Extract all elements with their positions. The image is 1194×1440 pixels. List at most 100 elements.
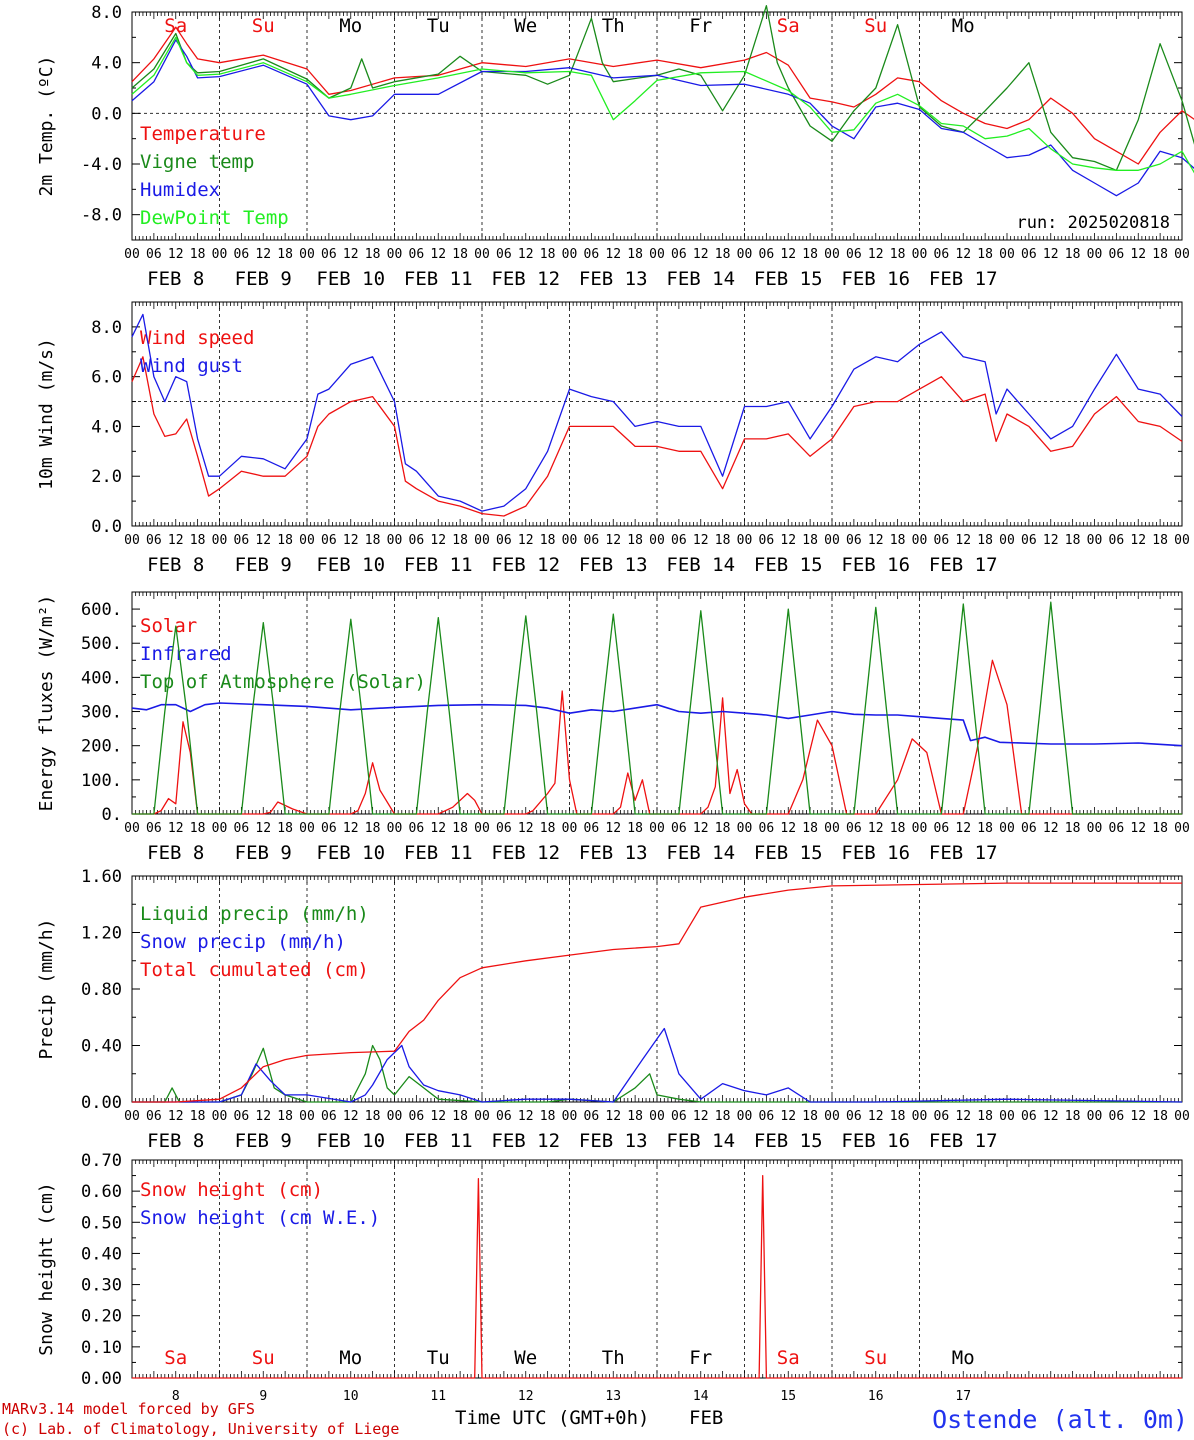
hour-tick-label: 00 [1087, 247, 1103, 262]
date-label: FEB 11 [404, 1130, 473, 1152]
hour-tick-label: 06 [759, 533, 775, 548]
hour-tick-label: 18 [715, 1109, 731, 1124]
hour-tick-label: 06 [234, 533, 250, 548]
legend-entry: Wind speed [140, 327, 254, 349]
hour-tick-label: 06 [584, 1109, 600, 1124]
date-label: FEB 15 [754, 1130, 823, 1152]
hour-tick-label: 12 [168, 821, 184, 836]
hour-tick-label: 12 [868, 821, 884, 836]
date-label: FEB 13 [579, 842, 648, 864]
hour-tick-label: 06 [584, 821, 600, 836]
footer-model-text: MARv3.14 model forced by GFS [2, 1400, 255, 1418]
hour-tick-label: 06 [146, 533, 162, 548]
day-number-label: 11 [430, 1389, 446, 1404]
hour-tick-label: 12 [955, 821, 971, 836]
y-tick-label: 1.60 [81, 867, 122, 887]
hour-tick-label: 12 [780, 821, 796, 836]
legend-entry: Snow precip (mm/h) [140, 931, 346, 953]
hour-tick-label: 12 [1043, 1109, 1059, 1124]
hour-tick-label: 06 [146, 821, 162, 836]
hour-tick-label: 18 [627, 1109, 643, 1124]
hour-tick-label: 00 [649, 1109, 665, 1124]
hour-tick-label: 06 [321, 247, 337, 262]
hour-tick-label: 18 [190, 533, 206, 548]
hour-tick-label: 18 [977, 1109, 993, 1124]
hour-tick-label: 00 [912, 1109, 928, 1124]
hour-tick-label: 00 [212, 247, 228, 262]
date-label: FEB 15 [754, 268, 823, 290]
date-label: FEB 16 [841, 1130, 910, 1152]
hour-tick-label: 06 [1021, 821, 1037, 836]
hour-tick-label: 18 [802, 821, 818, 836]
hour-tick-label: 18 [802, 247, 818, 262]
hour-tick-label: 18 [540, 1109, 556, 1124]
hour-tick-label: 12 [518, 821, 534, 836]
hour-tick-label: 18 [277, 247, 293, 262]
hour-tick-label: 18 [190, 247, 206, 262]
date-label: FEB 12 [491, 842, 560, 864]
hour-tick-label: 00 [1174, 247, 1190, 262]
y-tick-label: 2.0 [91, 467, 122, 487]
weekday-label: Sa [777, 15, 800, 37]
hour-tick-label: 00 [737, 533, 753, 548]
date-label: FEB 17 [929, 554, 998, 576]
hour-tick-label: 18 [715, 533, 731, 548]
hour-tick-label: 06 [321, 533, 337, 548]
series-line-solar [132, 659, 1182, 815]
weekday-label: Mo [339, 1347, 362, 1369]
hour-tick-label: 06 [846, 247, 862, 262]
x-axis-month: FEB [689, 1407, 723, 1429]
hour-tick-label: 00 [387, 247, 403, 262]
hour-tick-label: 06 [321, 1109, 337, 1124]
hour-tick-label: 06 [846, 533, 862, 548]
hour-tick-label: 12 [343, 533, 359, 548]
date-label: FEB 11 [404, 268, 473, 290]
chart-panel-5: 0.70 0.60 0.50 0.40 0.30 0.20 0.10 0.00 Snow hei… [36, 1151, 1183, 1404]
hour-tick-label: 18 [1065, 1109, 1081, 1124]
y-tick-label: 0.0 [91, 517, 122, 537]
y-tick-label: 1.20 [81, 924, 122, 944]
hour-tick-label: 06 [846, 1109, 862, 1124]
weekday-label: Su [252, 15, 275, 37]
day-number-label: 10 [343, 1389, 359, 1404]
day-number-label: 16 [868, 1389, 884, 1404]
date-label: FEB 16 [841, 842, 910, 864]
hour-tick-label: 00 [212, 1109, 228, 1124]
y-tick-label: 0.50 [81, 1213, 122, 1233]
weekday-label: We [514, 15, 537, 37]
hour-tick-label: 00 [1087, 533, 1103, 548]
series-line-snow-height-cm [132, 1174, 1182, 1379]
hour-tick-label: 06 [759, 821, 775, 836]
y-tick-label: -8.0 [81, 206, 122, 226]
hour-tick-label: 06 [234, 247, 250, 262]
hour-tick-label: 18 [277, 533, 293, 548]
date-label: FEB 11 [404, 842, 473, 864]
hour-tick-label: 00 [387, 821, 403, 836]
chart-panel-1: 8.0 4.0 0.0 -4.0 -8.0 2m Temp. (ºC) 00 06 12 18 00… [36, 3, 1194, 290]
hour-tick-label: 12 [780, 533, 796, 548]
hour-tick-label: 00 [124, 247, 140, 262]
hour-tick-label: 06 [934, 247, 950, 262]
hour-tick-label: 18 [452, 1109, 468, 1124]
date-label: FEB 15 [754, 554, 823, 576]
date-label: FEB 9 [235, 268, 292, 290]
plot-frame [131, 301, 1183, 527]
hour-tick-label: 12 [955, 1109, 971, 1124]
hour-tick-label: 12 [518, 247, 534, 262]
hour-tick-label: 18 [890, 1109, 906, 1124]
hour-tick-label: 00 [999, 821, 1015, 836]
hour-tick-label: 06 [146, 1109, 162, 1124]
hour-tick-label: 06 [1109, 1109, 1125, 1124]
chart-panel-4: 1.60 1.20 0.80 0.40 0.00 Precip (mm/h) 00 06 12 1… [36, 867, 1190, 1152]
date-label: FEB 8 [147, 842, 204, 864]
hour-tick-label: 06 [1021, 533, 1037, 548]
y-tick-label: 0.00 [81, 1093, 122, 1113]
series-line-temperature [131, 26, 1194, 165]
hour-tick-label: 18 [977, 821, 993, 836]
day-number-label: 14 [693, 1389, 709, 1404]
hour-tick-label: 12 [430, 533, 446, 548]
hour-tick-label: 12 [1130, 821, 1146, 836]
hour-tick-label: 06 [409, 821, 425, 836]
hour-tick-label: 00 [474, 1109, 490, 1124]
date-label: FEB 9 [235, 1130, 292, 1152]
